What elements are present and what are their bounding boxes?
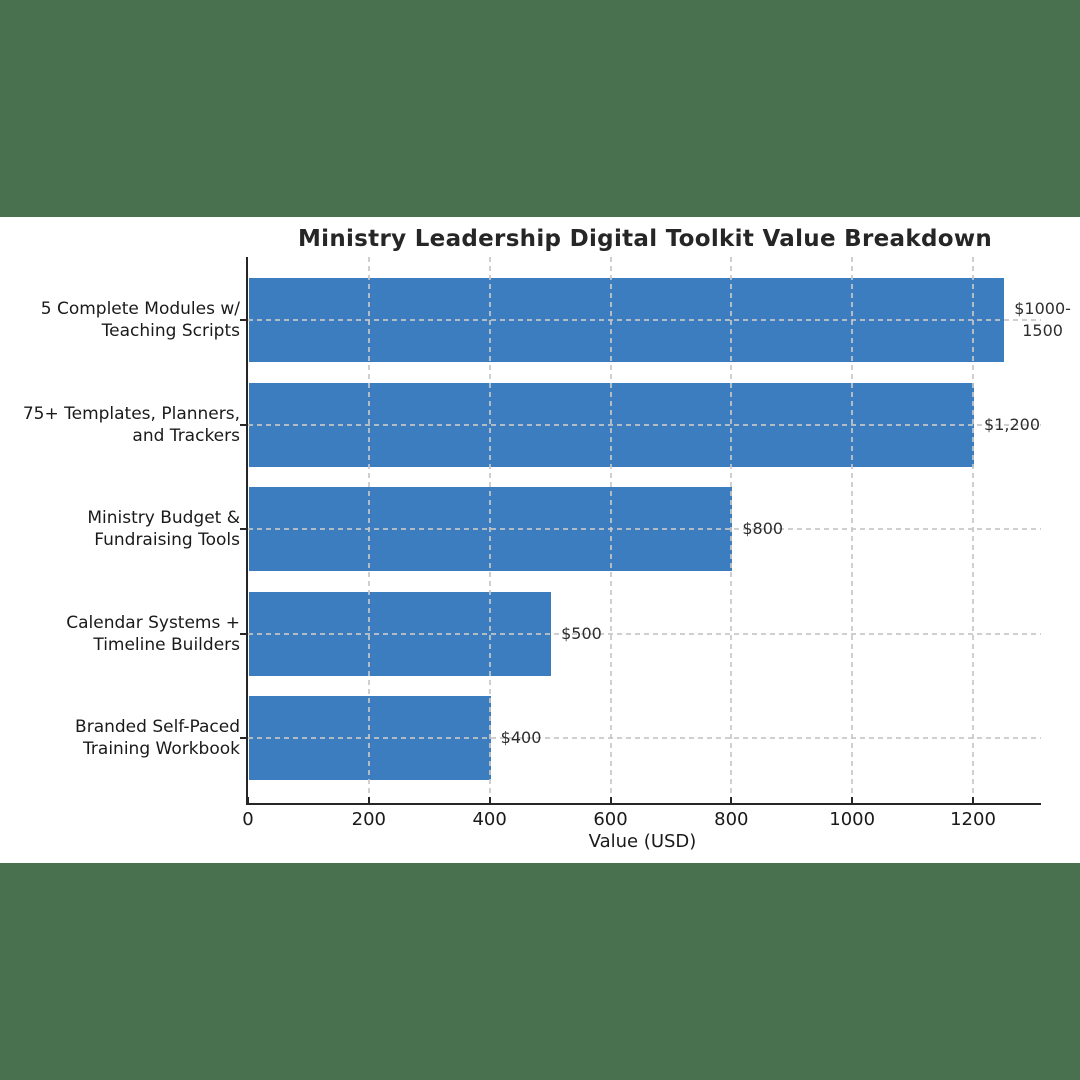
x-tick-mark — [367, 797, 370, 803]
x-tick-mark — [851, 797, 854, 803]
x-tick-label: 400 — [472, 809, 507, 830]
category-label: Branded Self-Paced Training Workbook — [75, 716, 240, 760]
gridline-vertical — [367, 257, 370, 803]
x-tick-mark — [730, 797, 733, 803]
y-tick-mark — [240, 528, 246, 530]
x-axis-spine — [246, 803, 1041, 805]
bar-value-label: $400 — [501, 727, 542, 749]
x-tick-label: 1200 — [950, 809, 996, 830]
bar-value-label-line: $1000- — [1014, 299, 1071, 318]
y-tick-mark — [240, 737, 246, 739]
category-label: 5 Complete Modules w/Teaching Scripts — [41, 298, 240, 342]
gridline-horizontal — [248, 528, 1041, 530]
y-tick-mark — [240, 632, 246, 635]
bar-value-label-line: 1500 — [1022, 321, 1063, 340]
bar-value-label: $1000- 1500 — [1014, 298, 1071, 342]
gridline-horizontal — [248, 737, 1041, 739]
category-label-line: Training Workbook — [83, 739, 240, 759]
x-tick-label: 600 — [593, 809, 628, 830]
x-tick-label: 1000 — [829, 809, 876, 830]
bar-value-label-line: $400 — [500, 728, 542, 747]
gridline-vertical — [851, 257, 854, 803]
letterbox-top — [0, 0, 1080, 217]
category-label-line: Fundraising Tools — [94, 530, 240, 550]
gridline-horizontal — [248, 423, 1041, 426]
x-tick-mark — [609, 797, 612, 803]
category-label: 75+ Templates, Planners, and Trackers — [23, 403, 240, 447]
category-label-line: 5 Complete Modules w/ — [40, 299, 240, 319]
x-axis-label: Value (USD) — [588, 831, 697, 852]
category-label-line: Teaching Scripts — [101, 321, 240, 341]
x-tick-mark — [972, 797, 975, 803]
bar-value-label: $800 — [742, 518, 783, 540]
gridline-horizontal — [248, 319, 1041, 321]
category-label: Calendar Systems + Timeline Builders — [66, 612, 240, 656]
category-label-line: Branded Self-Paced — [75, 717, 240, 737]
letterbox-bottom — [0, 863, 1080, 1080]
gridline-vertical — [730, 257, 733, 803]
bar-value-label: $1,200 — [984, 414, 1040, 436]
category-label-line: and Trackers — [132, 425, 240, 446]
category-label-line: Timeline Builders — [93, 634, 240, 655]
y-tick-mark — [240, 423, 246, 426]
category-label: Ministry Budget & Fundraising Tools — [87, 507, 240, 551]
gridline-vertical — [609, 257, 612, 803]
bar-value-label: $500 — [561, 623, 602, 645]
bar-chart: Ministry Leadership Digital Toolkit Valu… — [0, 217, 1080, 863]
chart-title: Ministry Leadership Digital Toolkit Valu… — [297, 226, 993, 252]
gridline-vertical — [488, 257, 491, 803]
bar-value-label-line: $1,200 — [984, 414, 1040, 434]
category-label-line: Calendar Systems + — [66, 612, 240, 633]
x-tick-mark — [488, 797, 491, 803]
x-tick-label: 0 — [242, 809, 254, 830]
gridline-vertical — [972, 257, 975, 803]
gridline-horizontal — [248, 632, 1041, 635]
x-tick-label: 800 — [714, 809, 749, 830]
y-axis-spine — [246, 257, 248, 805]
x-tick-label: 200 — [351, 809, 386, 830]
category-label-line: Ministry Budget & — [87, 508, 240, 528]
y-tick-mark — [240, 319, 246, 321]
bar-value-label-line: $500 — [561, 623, 602, 643]
x-tick-mark — [247, 797, 249, 803]
bar-value-label-line: $800 — [742, 519, 784, 538]
category-label-line: 75+ Templates, Planners, — [22, 403, 240, 424]
